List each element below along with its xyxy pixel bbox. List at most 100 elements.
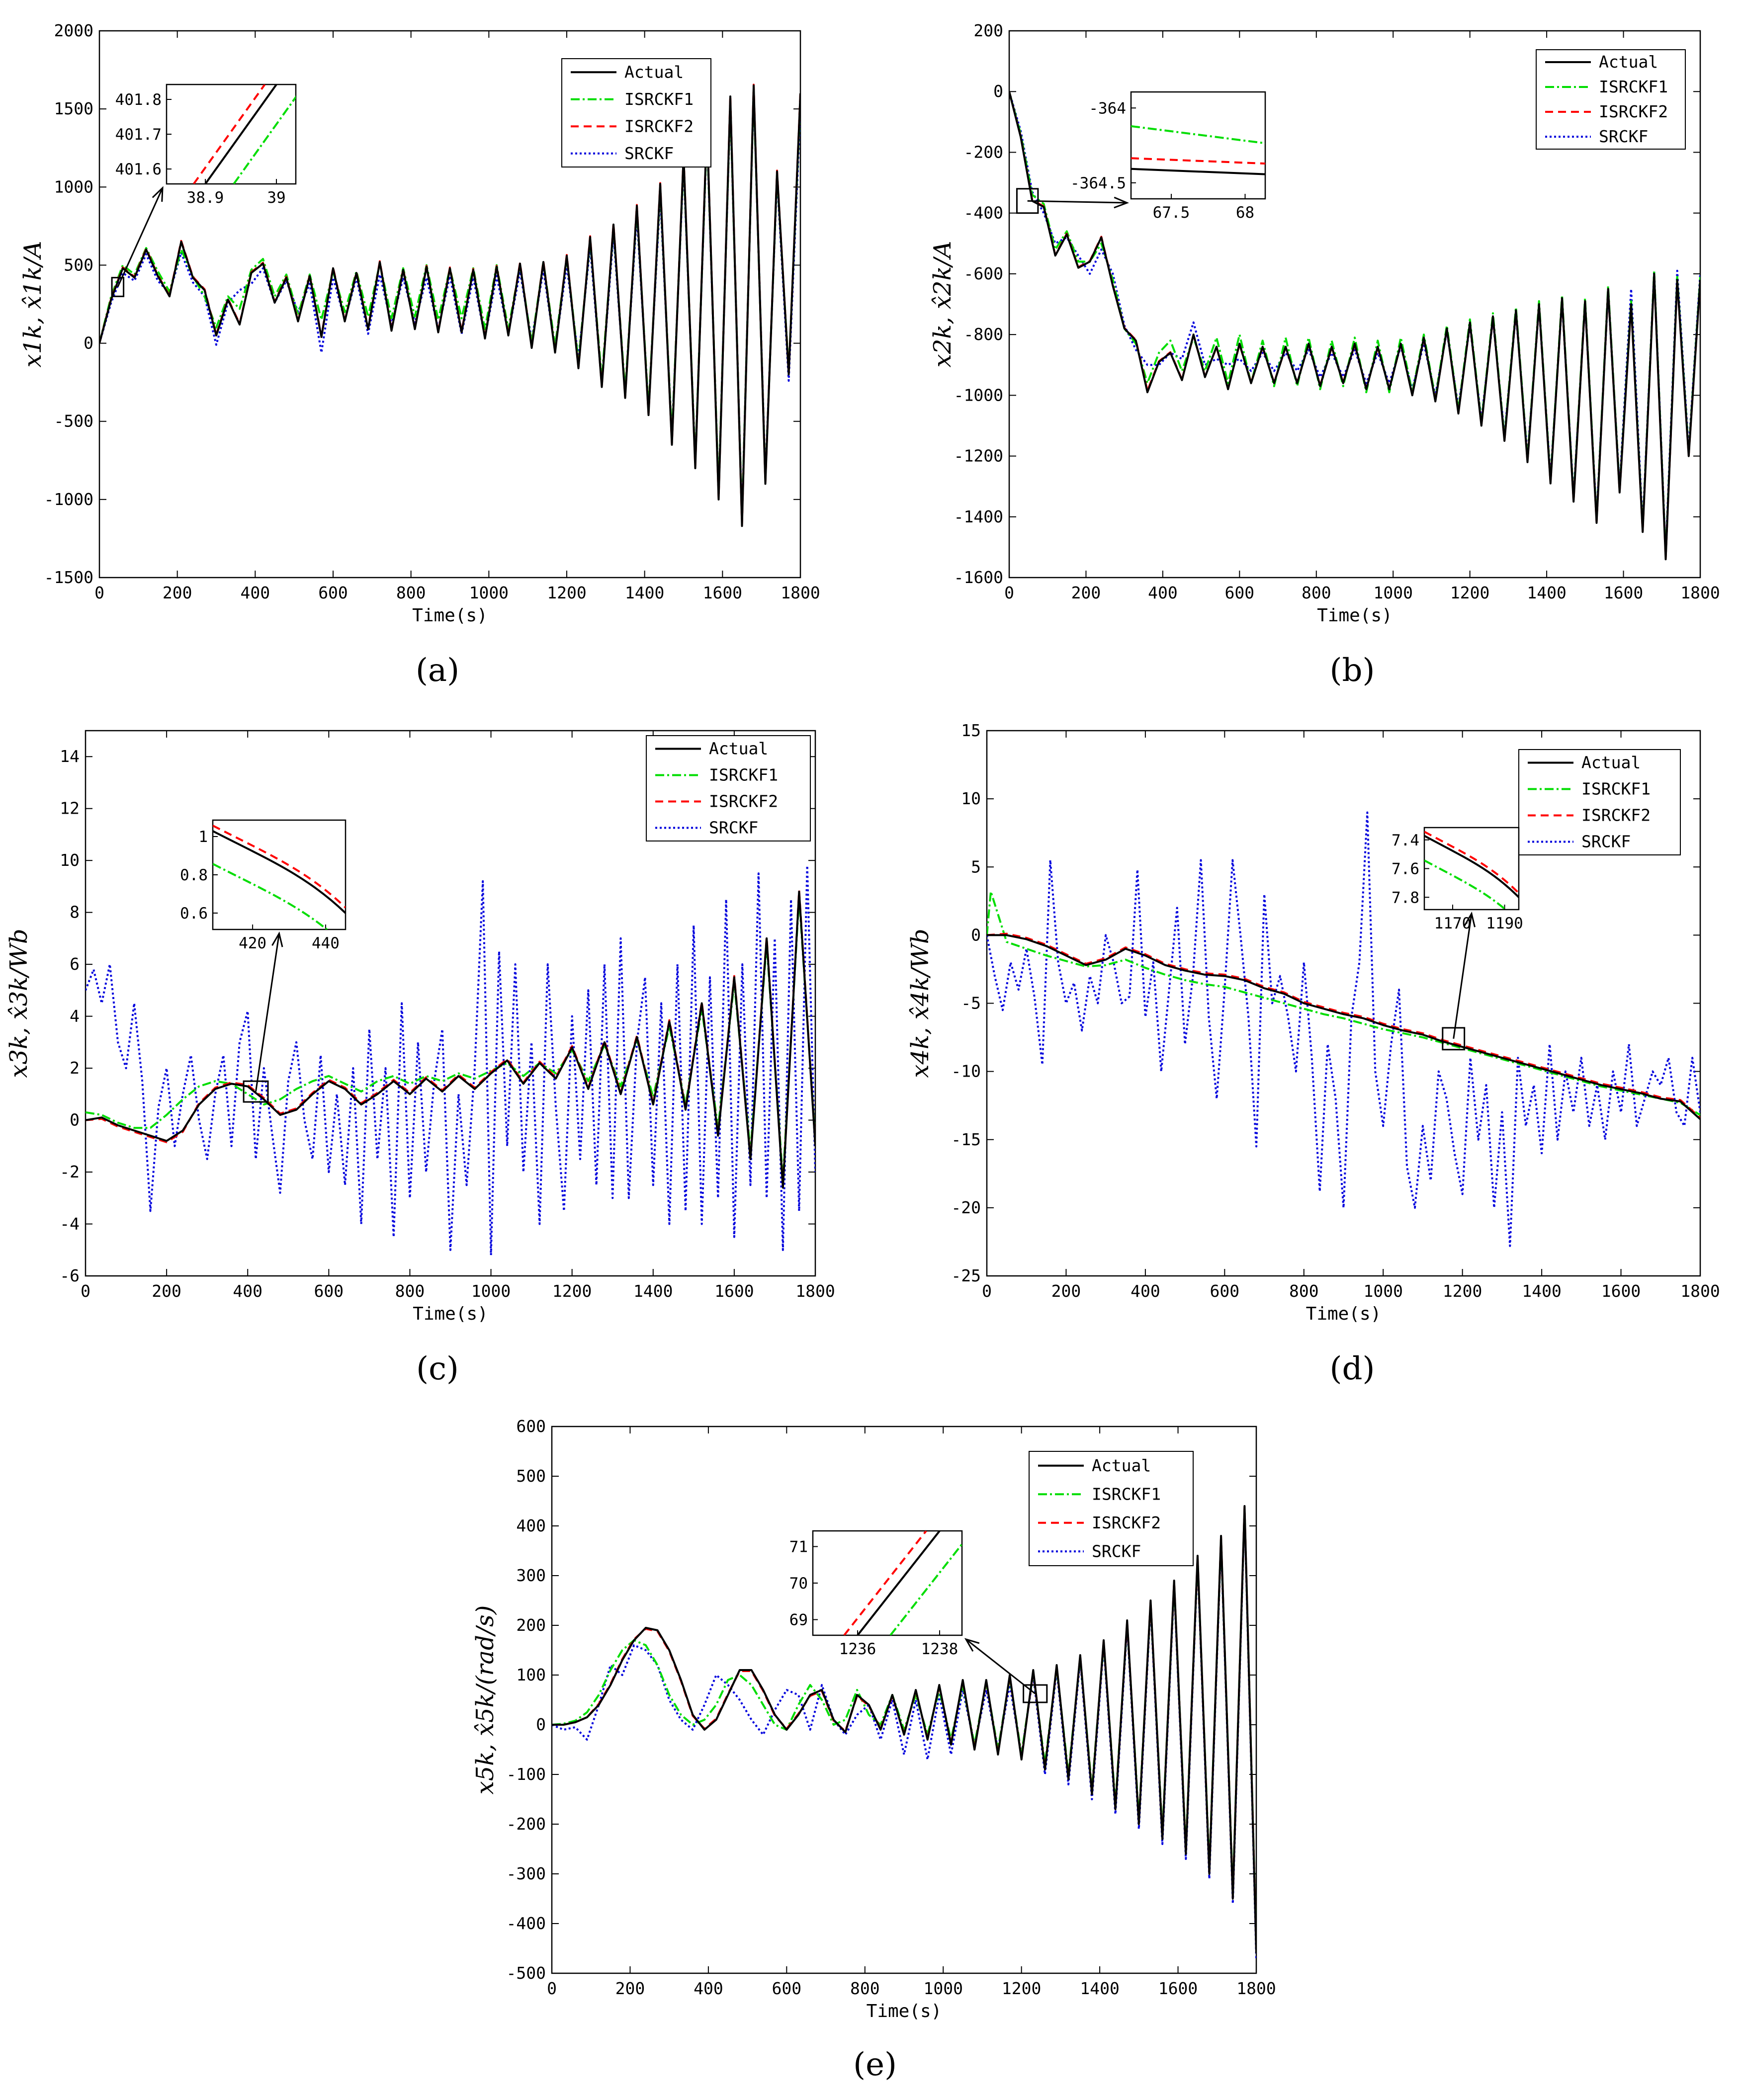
- inset-plot: 420 440 1 0.8 0.6: [180, 819, 347, 952]
- x-tick-label: 800: [1302, 583, 1331, 602]
- plot-frame: [98, 30, 801, 579]
- x-tick-label: 0: [982, 1281, 992, 1301]
- y-tick-label: 1500: [54, 99, 93, 118]
- legend-label: Actual: [1092, 1456, 1151, 1475]
- inset-series-isrckf2: [1131, 157, 1265, 165]
- y-tick-label: 0: [70, 1110, 80, 1130]
- inset-y-tick-label: 7.8: [1392, 889, 1419, 907]
- y-tick-label: 200: [973, 21, 1003, 40]
- y-tick-label: -400: [964, 203, 1003, 223]
- zoom-box: [1023, 1684, 1048, 1703]
- series-line-actual: [1009, 91, 1700, 561]
- y-tick-label: 12: [60, 799, 80, 818]
- legend-label: SRCKF: [624, 144, 674, 163]
- x-tick-label: 1400: [1522, 1281, 1561, 1301]
- y-axis-label: x3k, x̂3k/Wb: [5, 928, 33, 1078]
- y-tick-label: -600: [964, 264, 1003, 283]
- chart-panel-1: 0 200 400 600 800 1000 1200 1400 1600 1800 -1600 -1…: [929, 21, 1720, 689]
- y-tick-label: 200: [516, 1615, 546, 1635]
- x-tick-label: 1000: [1363, 1281, 1402, 1301]
- y-tick-label: -1200: [954, 446, 1003, 466]
- legend-label: SRCKF: [1599, 127, 1648, 146]
- y-tick-label: -200: [507, 1814, 546, 1834]
- series-line-isrckf1: [987, 890, 1700, 1116]
- legend-label: Actual: [624, 62, 684, 82]
- x-tick-label: 1400: [625, 583, 664, 602]
- chart-panel-2: 0 200 400 600 800 1000 1200 1400 1600 1800 -6 -4 -2 0…: [5, 730, 835, 1387]
- inset-y-tick-label: 70: [789, 1575, 808, 1593]
- y-tick-label: 8: [70, 903, 80, 922]
- x-tick-label: 200: [615, 1979, 645, 1998]
- x-tick-label: 1200: [547, 583, 586, 602]
- x-tick-label: 800: [396, 583, 426, 602]
- x-tick-label: 1600: [1158, 1979, 1198, 1998]
- series-line-isrckf2: [987, 932, 1700, 1119]
- inset-series-actual: [1131, 168, 1265, 175]
- legend-label: ISRCKF1: [1581, 779, 1651, 799]
- plot-frame: [85, 730, 816, 1277]
- x-axis-label: Time(s): [413, 1304, 488, 1324]
- x-tick-label: 600: [1225, 583, 1255, 602]
- inset-x-tick-label: 1238: [921, 1640, 958, 1658]
- inset-series-isrckf1: [1424, 859, 1507, 910]
- y-tick-label: -20: [951, 1198, 981, 1217]
- legend: Actual ISRCKF1 ISRCKF2 SRCKF: [1518, 749, 1681, 855]
- x-tick-label: 1600: [703, 583, 742, 602]
- x-tick-label: 1800: [1680, 1281, 1720, 1301]
- x-tick-label: 1800: [795, 1281, 835, 1301]
- x-tick-label: 600: [314, 1281, 344, 1301]
- panel-label: (c): [416, 1350, 459, 1387]
- y-tick-label: -5: [961, 994, 981, 1013]
- legend-label: Actual: [1599, 52, 1658, 72]
- legend: Actual ISRCKF1 ISRCKF2 SRCKF: [561, 58, 711, 168]
- inset-x-tick-label: 68: [1236, 204, 1254, 222]
- y-tick-label: -500: [507, 1963, 546, 1983]
- inset-series-actual: [213, 830, 346, 914]
- x-tick-label: 800: [1289, 1281, 1319, 1301]
- legend-label: ISRCKF1: [624, 89, 694, 109]
- panel-label: (a): [416, 652, 459, 689]
- inset-series-isrckf2: [213, 825, 346, 909]
- x-tick-label: 600: [1210, 1281, 1240, 1301]
- zoom-box: [243, 1080, 269, 1103]
- y-tick-label: 600: [516, 1417, 546, 1436]
- y-tick-label: 400: [516, 1516, 546, 1535]
- x-tick-label: 200: [1051, 1281, 1081, 1301]
- inset-y-tick-label: 401.6: [115, 161, 162, 178]
- x-tick-label: 1800: [1680, 583, 1720, 602]
- panel-label: (d): [1330, 1350, 1375, 1387]
- inset-x-tick-label: 1190: [1486, 915, 1523, 932]
- legend-label: SRCKF: [709, 818, 758, 838]
- x-axis-label: Time(s): [412, 605, 488, 626]
- legend-label: ISRCKF1: [1092, 1484, 1161, 1504]
- y-tick-label: 100: [516, 1665, 546, 1684]
- zoom-arrowhead: [964, 1638, 980, 1652]
- y-tick-label: 6: [70, 954, 80, 974]
- legend-label: ISRCKF2: [624, 116, 694, 136]
- y-tick-label: 0: [84, 334, 93, 353]
- y-tick-label: 500: [64, 255, 93, 274]
- y-tick-label: 0: [993, 82, 1003, 101]
- inset-series-isrckf2: [1424, 831, 1519, 894]
- series-group: [86, 864, 815, 1257]
- y-tick-label: 300: [516, 1566, 546, 1585]
- series-line-actual: [552, 1505, 1256, 1954]
- legend-label: ISRCKF2: [1581, 806, 1651, 825]
- inset-y-tick-label: 401.8: [115, 91, 162, 109]
- chart-panel-4: 0 200 400 600 800 1000 1200 1400 1600 1800-500-40…: [471, 1417, 1276, 2083]
- legend: Actual ISRCKF1 ISRCKF2 SRCKF: [646, 735, 811, 841]
- y-axis-label: x5k, x̂5k/(rad/s): [471, 1605, 499, 1795]
- x-tick-label: 800: [850, 1979, 880, 1998]
- x-tick-label: 200: [1071, 583, 1101, 602]
- y-axis-label: x4k, x̂4k/Wb: [906, 928, 934, 1078]
- inset-y-tick-label: 0.6: [180, 905, 208, 923]
- y-tick-label: 4: [70, 1007, 80, 1026]
- zoom-arrow: [117, 187, 164, 288]
- x-tick-label: 1400: [1080, 1979, 1119, 1998]
- legend-label: SRCKF: [1581, 832, 1631, 851]
- x-tick-label: 1200: [552, 1281, 592, 1301]
- inset-plot: 1236 1238 71 70 69: [789, 1530, 963, 1658]
- y-tick-label: 1000: [54, 177, 93, 196]
